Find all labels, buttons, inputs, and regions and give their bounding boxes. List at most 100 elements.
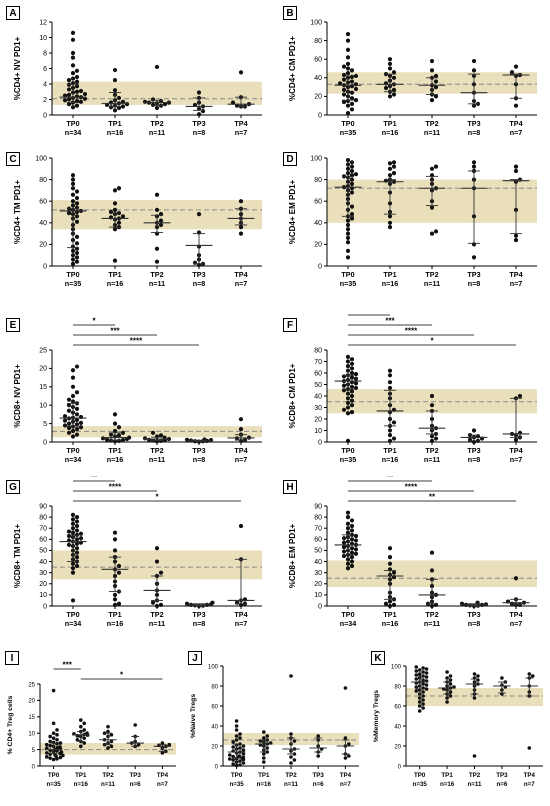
x-category-label: TP4	[234, 270, 247, 279]
x-category-n: n=11	[468, 781, 482, 788]
data-point	[265, 734, 269, 738]
y-tick-label: 40	[314, 220, 322, 227]
y-tick-label: 0	[43, 263, 47, 270]
x-category-label: TP2	[425, 119, 438, 128]
x-category-n: n=35	[65, 279, 82, 288]
data-point	[125, 102, 129, 106]
data-point	[75, 235, 79, 239]
y-tick-label: 60	[394, 704, 401, 710]
x-category-label: TP3	[192, 610, 205, 619]
data-point	[75, 546, 79, 550]
data-point	[289, 761, 293, 765]
data-point	[346, 48, 350, 52]
data-point	[113, 188, 117, 192]
data-point	[418, 668, 422, 672]
data-point	[239, 232, 243, 236]
y-tick-label: 80	[211, 684, 218, 690]
data-point	[346, 522, 350, 526]
data-point	[71, 598, 75, 602]
data-point	[113, 593, 117, 597]
x-category-label: TP1	[383, 270, 396, 279]
data-point	[71, 368, 75, 372]
y-axis-label: %Memory Tregs	[373, 690, 380, 742]
data-point	[75, 214, 79, 218]
significance-label: *	[430, 337, 434, 346]
x-category-n: n=11	[149, 455, 165, 464]
panel-label: D	[283, 152, 297, 166]
data-point	[147, 438, 151, 442]
data-point	[346, 526, 350, 530]
x-category-n: n=35	[46, 781, 61, 788]
y-tick-label: 15	[28, 715, 35, 721]
x-category-n: n=16	[440, 781, 455, 788]
x-category-label: TP3	[192, 270, 205, 279]
data-point	[384, 86, 388, 90]
y-tick-label: 20	[394, 744, 401, 750]
data-point	[71, 522, 75, 526]
data-point	[45, 751, 49, 755]
x-category-n: n=8	[468, 455, 481, 464]
data-point	[342, 549, 346, 553]
data-point	[500, 676, 504, 680]
x-category-label: TP0	[48, 772, 60, 779]
y-tick-label: 80	[314, 38, 322, 45]
panel-d: D 0 20 40 60 80 100 %CD4+ EM PD1+ TP0 n=35 TP1 n=1…	[275, 148, 550, 298]
data-point	[242, 752, 246, 756]
data-point	[354, 372, 358, 376]
data-point	[155, 260, 159, 264]
data-point	[113, 208, 117, 212]
data-point	[388, 562, 392, 566]
data-point	[342, 88, 346, 92]
significance-label: ***	[110, 327, 120, 336]
y-tick-label: 40	[314, 75, 322, 82]
x-category-n: n=34	[65, 455, 82, 464]
data-point	[445, 696, 449, 700]
data-point	[388, 380, 392, 384]
data-point	[346, 439, 350, 443]
data-point	[346, 55, 350, 59]
data-point	[346, 32, 350, 36]
y-tick-label: 10	[39, 592, 47, 599]
x-category-label: TP2	[285, 772, 297, 779]
data-point	[197, 212, 201, 216]
panel-label: J	[188, 651, 202, 665]
panel-b: B 0 20 40 60 80 100 %CD4+ CM PD1+ TP0 n=35 TP1 n=1…	[275, 0, 550, 148]
chart-e: 0510152025%CD8+ NV PD1+TP0n=34TP1n=16TP2…	[0, 312, 275, 478]
data-point	[342, 73, 346, 77]
data-point	[238, 763, 242, 767]
data-point	[354, 98, 358, 102]
data-point	[117, 433, 121, 437]
data-point	[342, 545, 346, 549]
y-tick-label: 80	[314, 514, 322, 521]
x-category-label: TP0	[66, 119, 79, 128]
data-point	[316, 754, 320, 758]
data-point	[289, 732, 293, 736]
x-category-label: TP4	[509, 610, 522, 619]
data-point	[392, 436, 396, 440]
panel-f: F 0 10 20 30 40 50 60 70 80 %CD8+ CM PD1+ TP0 n=35 T…	[275, 312, 550, 478]
data-point	[67, 211, 71, 215]
x-category-label: TP4	[509, 446, 522, 455]
significance-label: ****	[109, 483, 122, 492]
y-tick-label: 70	[314, 359, 322, 366]
data-point	[449, 694, 453, 698]
y-tick-label: 40	[39, 220, 47, 227]
y-tick-label: 60	[314, 199, 322, 206]
data-point	[350, 169, 354, 173]
data-point	[421, 666, 425, 670]
data-point	[242, 761, 246, 765]
x-category-label: TP0	[66, 610, 79, 619]
data-point	[388, 433, 392, 437]
x-category-n: n=7	[235, 128, 248, 137]
data-point	[113, 227, 117, 231]
data-point	[346, 227, 350, 231]
data-point	[418, 704, 422, 708]
data-point	[392, 571, 396, 575]
data-point	[445, 700, 449, 704]
x-category-n: n=8	[193, 128, 206, 137]
data-point	[421, 702, 425, 706]
data-point	[344, 686, 348, 690]
x-category-label: TP3	[192, 119, 205, 128]
data-point	[235, 724, 239, 728]
x-category-n: n=7	[340, 781, 351, 788]
